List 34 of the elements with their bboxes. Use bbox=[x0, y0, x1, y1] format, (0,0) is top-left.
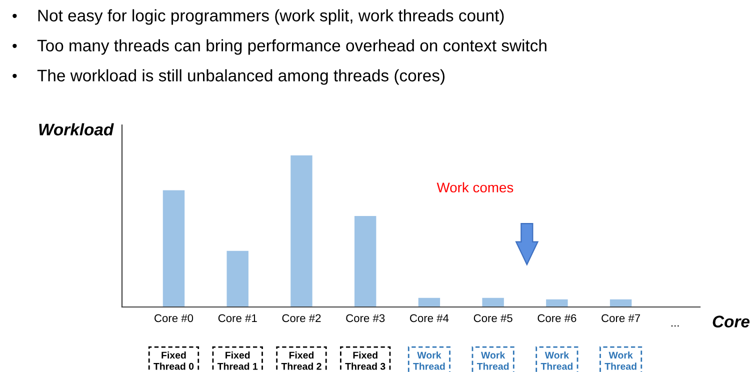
bar bbox=[418, 298, 440, 307]
text: • bbox=[12, 44, 17, 48]
bar bbox=[354, 216, 376, 307]
text: Fixed Thread 2 bbox=[281, 351, 322, 370]
y-axis-title: Workload bbox=[39, 123, 114, 136]
text: Fixed Thread 3 bbox=[345, 351, 386, 370]
text: Work Thread bbox=[604, 351, 636, 370]
bar bbox=[546, 299, 568, 307]
text: Work Thread bbox=[540, 351, 573, 370]
bar bbox=[226, 250, 248, 307]
annotation: Work comes bbox=[436, 182, 514, 192]
text: • bbox=[12, 74, 17, 78]
x-tick-label: Core #7 bbox=[602, 314, 640, 322]
x-tick-label: Core #5 bbox=[474, 314, 512, 322]
text: Fixed Thread 0 bbox=[154, 351, 194, 370]
text: Work Thread bbox=[413, 351, 445, 370]
bar bbox=[610, 299, 632, 307]
x-tick-label: Core #6 bbox=[538, 314, 576, 322]
bar bbox=[482, 298, 504, 307]
text: The workload is still unbalanced among threads (cores) bbox=[37, 69, 444, 85]
text: Too many threads can bring performance overhead on context switch bbox=[37, 39, 546, 55]
text: ... bbox=[671, 325, 679, 327]
x-tick-label: Core #4 bbox=[410, 314, 449, 322]
text: Fixed Thread 1 bbox=[217, 351, 258, 370]
bar bbox=[290, 155, 312, 307]
x-axis-title: Core bbox=[712, 316, 750, 328]
text: Work Thread bbox=[476, 351, 509, 370]
x-tick-label: Core #0 bbox=[154, 314, 194, 322]
x-tick-label: Core #3 bbox=[346, 314, 385, 322]
bar bbox=[162, 190, 185, 307]
text: Not easy for logic programmers (work split, work threads count) bbox=[38, 9, 504, 25]
text: • bbox=[12, 14, 17, 18]
x-tick-label: Core #1 bbox=[218, 314, 257, 322]
x-tick-label: Core #2 bbox=[282, 314, 321, 322]
